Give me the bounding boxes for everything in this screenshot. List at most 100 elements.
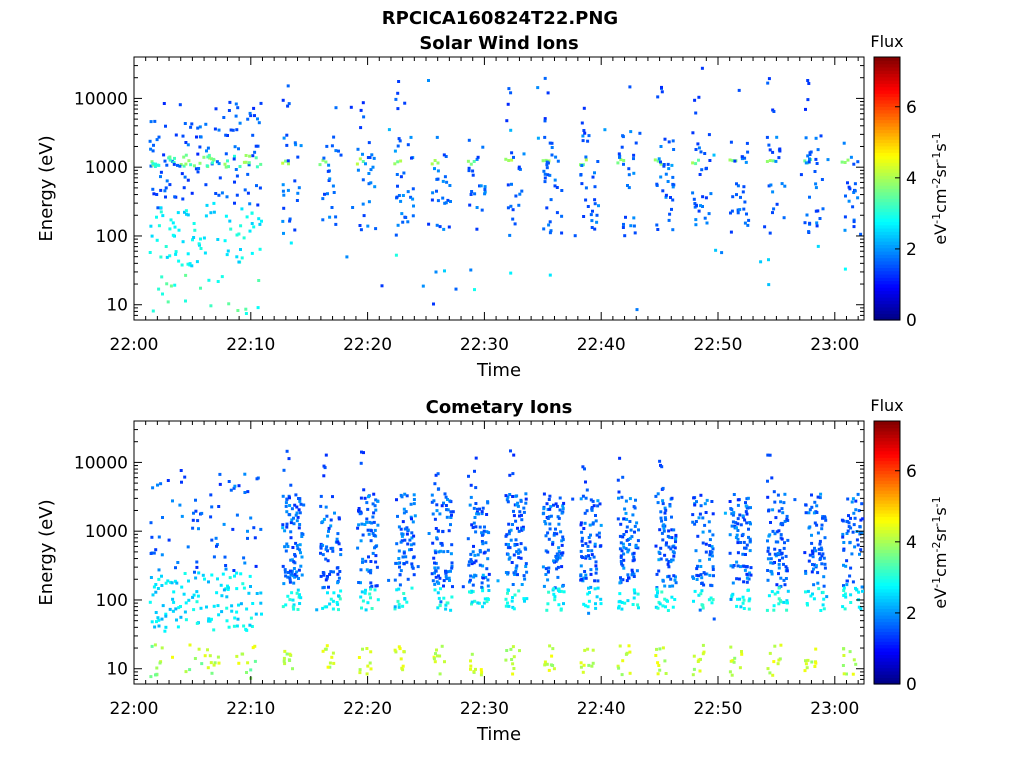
flux-cell bbox=[233, 201, 236, 205]
flux-cell bbox=[516, 573, 519, 577]
colorbar-tick-label: 2 bbox=[906, 240, 917, 260]
flux-cell bbox=[818, 496, 822, 500]
flux-cell bbox=[814, 136, 818, 140]
flux-cell bbox=[622, 552, 626, 556]
flux-cell bbox=[772, 604, 776, 608]
x-tick-label: 22:10 bbox=[226, 699, 275, 719]
flux-cell bbox=[743, 518, 747, 522]
flux-cell bbox=[777, 602, 781, 606]
flux-cell bbox=[580, 164, 584, 167]
flux-cell bbox=[149, 675, 153, 679]
flux-cell bbox=[622, 222, 625, 226]
flux-cell bbox=[325, 644, 329, 648]
flux-cell bbox=[447, 576, 451, 580]
flux-cell bbox=[254, 144, 258, 148]
flux-cell bbox=[208, 654, 212, 658]
flux-cell bbox=[281, 189, 285, 193]
flux-cell bbox=[545, 160, 549, 164]
flux-cell bbox=[446, 198, 450, 202]
flux-cell bbox=[745, 521, 749, 525]
flux-cell bbox=[246, 117, 250, 121]
flux-cell bbox=[741, 552, 745, 556]
flux-cell bbox=[513, 222, 517, 226]
flux-cell bbox=[246, 536, 249, 540]
flux-cell bbox=[207, 278, 211, 282]
flux-cell bbox=[292, 567, 296, 570]
flux-cell bbox=[233, 574, 236, 578]
flux-cell bbox=[703, 152, 707, 155]
flux-cell bbox=[856, 160, 860, 164]
flux-cell bbox=[522, 597, 526, 601]
flux-cell bbox=[749, 573, 753, 577]
flux-cell bbox=[542, 584, 546, 588]
flux-cell bbox=[743, 568, 747, 572]
flux-cell bbox=[199, 237, 202, 241]
flux-cell bbox=[365, 501, 369, 505]
flux-cell bbox=[808, 525, 812, 529]
flux-cell bbox=[590, 549, 594, 553]
flux-cell bbox=[328, 572, 332, 576]
flux-cell bbox=[376, 598, 380, 602]
flux-cell bbox=[398, 583, 402, 587]
flux-cell bbox=[770, 590, 774, 594]
flux-cell bbox=[512, 509, 515, 513]
flux-cell bbox=[691, 191, 695, 195]
flux-cell bbox=[183, 610, 187, 614]
flux-cell bbox=[775, 530, 779, 534]
flux-cell bbox=[283, 570, 287, 574]
flux-cell bbox=[845, 579, 849, 583]
flux-cell bbox=[544, 534, 548, 538]
flux-cell bbox=[396, 107, 400, 111]
flux-cell bbox=[223, 239, 227, 243]
flux-cell bbox=[544, 573, 548, 576]
flux-cell bbox=[842, 647, 846, 651]
x-tick-label: 22:50 bbox=[694, 699, 743, 719]
colorbar-segment bbox=[874, 73, 900, 78]
plot-area bbox=[133, 56, 865, 321]
flux-cell bbox=[196, 594, 200, 598]
flux-cell bbox=[183, 475, 187, 479]
flux-cell bbox=[691, 513, 695, 517]
flux-cell bbox=[785, 569, 789, 573]
flux-cell bbox=[627, 548, 631, 552]
flux-cell bbox=[288, 659, 292, 662]
flux-cell bbox=[509, 538, 513, 542]
flux-cell bbox=[781, 522, 785, 526]
flux-cell bbox=[625, 517, 629, 521]
flux-cell bbox=[259, 101, 263, 105]
flux-cell bbox=[160, 553, 164, 557]
flux-cell bbox=[252, 225, 256, 229]
colorbar-segment bbox=[874, 552, 900, 557]
flux-cell bbox=[597, 535, 601, 539]
flux-cell bbox=[359, 228, 363, 232]
flux-cell bbox=[629, 528, 633, 532]
flux-cell bbox=[235, 193, 239, 197]
flux-cell bbox=[356, 168, 360, 172]
flux-cell bbox=[164, 612, 168, 616]
flux-cell bbox=[656, 591, 659, 595]
flux-cell bbox=[856, 196, 860, 200]
flux-cell bbox=[373, 528, 377, 532]
flux-cell bbox=[711, 512, 715, 516]
flux-cell bbox=[252, 526, 256, 530]
colorbar-segment bbox=[874, 241, 900, 245]
flux-cell bbox=[324, 160, 328, 164]
flux-cell bbox=[672, 574, 676, 578]
flux-cell bbox=[149, 120, 153, 124]
flux-cell bbox=[738, 513, 742, 517]
flux-cell bbox=[435, 536, 439, 540]
flux-cell bbox=[411, 520, 415, 524]
flux-cell bbox=[505, 533, 509, 537]
flux-cell bbox=[745, 543, 749, 547]
flux-cell bbox=[842, 141, 846, 145]
flux-cell bbox=[156, 587, 160, 590]
flux-cell bbox=[506, 495, 510, 499]
flux-cell bbox=[227, 109, 231, 112]
flux-cell bbox=[826, 158, 830, 162]
x-tick-label: 22:00 bbox=[110, 699, 159, 719]
flux-cell bbox=[394, 650, 398, 654]
flux-cell bbox=[813, 521, 817, 525]
flux-cell bbox=[325, 545, 329, 549]
flux-cell bbox=[447, 225, 451, 229]
flux-cell bbox=[469, 558, 473, 562]
